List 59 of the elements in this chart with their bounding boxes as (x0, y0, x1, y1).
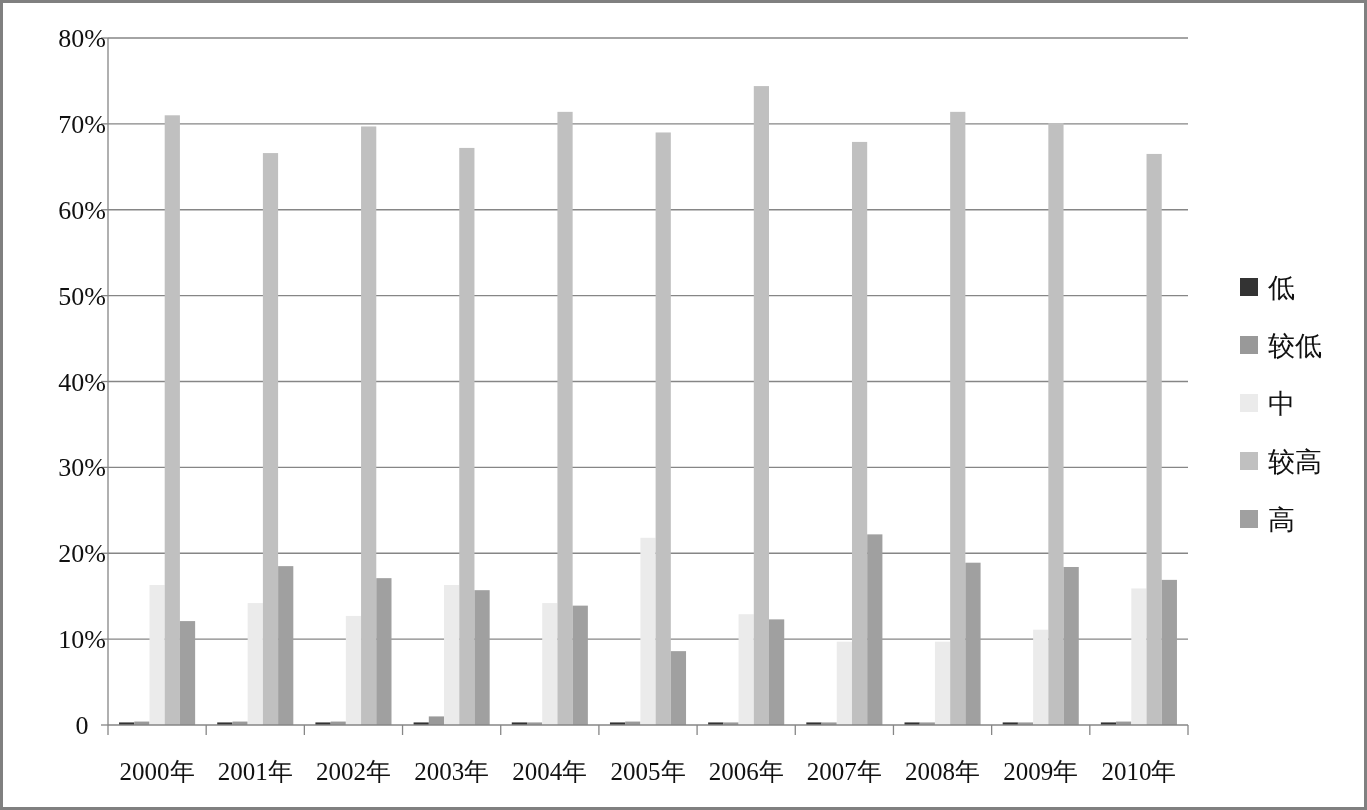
bar (557, 111, 573, 725)
bar (444, 585, 460, 725)
bar (1161, 579, 1177, 725)
bar (934, 641, 951, 725)
x-tick-label: 2003年 (414, 758, 490, 785)
y-tick-label: 70% (58, 109, 106, 139)
y-tick-label: 0 (75, 711, 89, 740)
bar (753, 86, 770, 725)
bar (459, 147, 475, 725)
legend-label: 较低 (1268, 331, 1322, 361)
legend-label: 中 (1268, 389, 1295, 419)
bar (278, 566, 294, 725)
bar (1033, 629, 1049, 725)
x-tick-label: 2010年 (1101, 758, 1177, 785)
x-tick-label: 2007年 (806, 758, 882, 785)
x-tick-label: 2008年 (905, 758, 981, 785)
bar (428, 716, 445, 725)
bar (738, 614, 754, 725)
y-tick-label: 40% (58, 367, 106, 397)
y-tick-label: 80% (58, 24, 106, 53)
bar (247, 603, 263, 725)
bar (1131, 588, 1147, 725)
bar (474, 590, 490, 725)
bar (1048, 123, 1064, 725)
bar (965, 562, 981, 725)
bar (376, 578, 392, 725)
bar (867, 534, 883, 725)
bar (670, 651, 687, 725)
bar (262, 153, 279, 725)
bar (1063, 566, 1079, 725)
bar (640, 537, 656, 725)
bar (149, 585, 165, 725)
bar (950, 111, 966, 725)
legend-label: 低 (1268, 273, 1295, 303)
bar (769, 619, 785, 725)
y-tick-label: 30% (58, 453, 106, 483)
bar (361, 126, 377, 725)
y-tick-label: 50% (58, 281, 106, 311)
x-tick-label: 2004年 (512, 758, 588, 785)
bar (179, 621, 196, 725)
bar (655, 132, 671, 725)
x-tick-label: 2001年 (217, 758, 293, 785)
bar (164, 115, 180, 725)
legend-label: 较高 (1268, 447, 1322, 477)
bar (345, 615, 362, 725)
x-tick-label: 2000年 (119, 758, 195, 785)
bar (851, 141, 868, 725)
x-tick-label: 2002年 (315, 758, 391, 785)
x-tick-label: 2009年 (1003, 758, 1079, 785)
bar (542, 603, 558, 725)
x-tick-label: 2005年 (610, 758, 686, 785)
bar (836, 641, 852, 725)
bar (1146, 153, 1162, 725)
y-tick-label: 60% (58, 195, 106, 225)
y-tick-label: 20% (58, 539, 106, 569)
y-tick-label: 10% (58, 625, 106, 655)
bar (572, 605, 588, 725)
x-tick-label: 2006年 (708, 758, 784, 785)
legend-label: 高 (1268, 505, 1295, 535)
